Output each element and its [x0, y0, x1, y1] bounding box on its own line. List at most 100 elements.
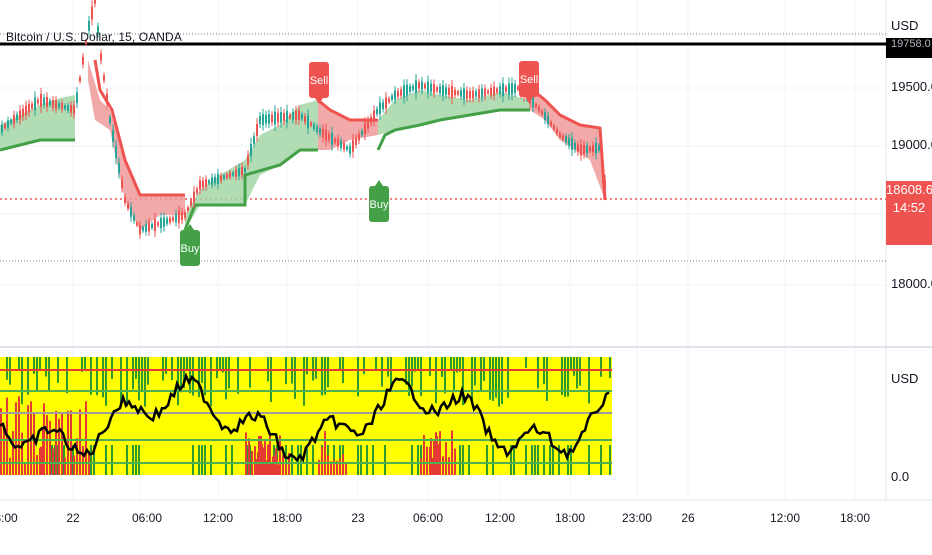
candle-body	[427, 81, 429, 93]
candle-body	[316, 126, 318, 132]
oscillator-green-bar	[444, 357, 446, 394]
candle-body	[145, 224, 147, 232]
candle-body	[511, 83, 513, 95]
candle-body	[562, 135, 564, 140]
oscillator-green-bar	[339, 357, 341, 371]
oscillator-red-bar	[52, 448, 54, 475]
oscillator-red-bar	[3, 425, 5, 475]
oscillator-red-bar	[55, 410, 57, 475]
oscillator-red-bar	[339, 458, 341, 475]
oscillator-red-bar	[433, 440, 435, 475]
oscillator-green-bar	[303, 357, 305, 406]
trend-stop-line	[0, 138, 75, 152]
oscillator-green-bar	[579, 357, 581, 386]
oscillator-green-bar	[312, 445, 314, 475]
candle-body	[382, 102, 384, 109]
oscillator-red-bar	[267, 444, 269, 475]
oscillator-red-bar	[85, 401, 87, 475]
candle-body	[292, 112, 294, 120]
oscillator-green-bar	[609, 357, 611, 378]
candle-body	[112, 130, 114, 142]
oscillator-green-bar	[93, 445, 95, 475]
candle-body	[64, 105, 66, 110]
downtrend-band	[88, 60, 185, 230]
candle-body	[421, 81, 423, 90]
candle-body	[334, 138, 336, 143]
oscillator-green-bar	[111, 357, 113, 379]
oscillator-green-bar	[564, 357, 566, 397]
downtrend-band	[530, 88, 605, 200]
candle-body	[130, 207, 132, 217]
oscillator-red-bar	[439, 431, 441, 475]
candle-body	[517, 86, 519, 90]
oscillator-green-bar	[609, 445, 611, 475]
price-tick-19500: 19500.0	[891, 79, 932, 94]
oscillator-green-bar	[357, 445, 359, 475]
candle-body	[73, 105, 75, 115]
candle-body	[118, 162, 120, 174]
candle-body	[412, 85, 414, 90]
oscillator-green-bar	[18, 357, 20, 371]
oscillator-red-bar	[285, 464, 287, 475]
candle-body	[172, 217, 174, 221]
oscillator-red-bar	[333, 459, 335, 475]
oscillator-green-bar	[417, 445, 419, 475]
oscillator-green-bar	[132, 357, 134, 390]
oscillator-green-bar	[420, 357, 422, 396]
oscillator-red-bar	[273, 455, 275, 475]
time-axis-label: 8:00	[0, 511, 18, 525]
bar-countdown: 14:52	[892, 200, 926, 215]
candle-body	[1, 124, 3, 133]
candle-body	[547, 115, 549, 125]
candle-body	[307, 115, 309, 128]
oscillator-red-bar	[454, 448, 456, 475]
oscillator-green-bar	[570, 445, 572, 475]
oscillator-red-bar	[258, 436, 260, 475]
candle-body	[466, 90, 468, 99]
candle-body	[322, 128, 324, 138]
buy-signal-label: Buy	[370, 199, 389, 211]
candle-body	[223, 175, 225, 179]
oscillator-green-bar	[492, 445, 494, 475]
oscillator-green-bar	[372, 445, 374, 475]
candle-body	[535, 104, 537, 108]
candle-body	[325, 129, 327, 141]
candle-body	[91, 6, 93, 20]
candle-body	[418, 82, 420, 89]
oscillator-red-bar	[445, 442, 447, 475]
candle-body	[46, 97, 48, 107]
candle-body	[487, 90, 489, 94]
oscillator-red-bar	[76, 438, 78, 475]
oscillator-green-bar	[138, 357, 140, 401]
candle-body	[499, 86, 501, 94]
oscillator-red-bar	[49, 420, 51, 475]
time-axis-label: 12:00	[484, 511, 516, 525]
oscillator-green-bar	[357, 357, 359, 397]
oscillator-green-bar	[231, 445, 233, 475]
candle-body	[70, 105, 72, 113]
candle-body	[538, 106, 540, 112]
oscillator-green-bar	[36, 357, 38, 391]
oscillator-red-bar	[448, 457, 450, 475]
candle-body	[454, 89, 456, 96]
oscillator-red-bar	[9, 457, 11, 475]
candle-body	[142, 227, 144, 231]
oscillator-green-bar	[600, 357, 602, 377]
oscillator-green-bar	[306, 445, 308, 475]
oscillator-green-bar	[222, 357, 224, 373]
candle-body	[370, 116, 372, 124]
candle-body	[409, 86, 411, 92]
oscillator-green-bar	[165, 357, 167, 375]
candle-body	[160, 217, 162, 229]
candle-body	[592, 145, 594, 153]
oscillator-green-bar	[462, 357, 464, 406]
oscillator-red-bar	[282, 455, 284, 475]
uptrend-band	[185, 100, 318, 230]
oscillator-red-bar	[436, 435, 438, 475]
oscillator-green-bar	[531, 445, 533, 475]
candle-body	[304, 116, 306, 123]
oscillator-green-bar	[381, 357, 383, 387]
candle-body	[193, 191, 195, 203]
